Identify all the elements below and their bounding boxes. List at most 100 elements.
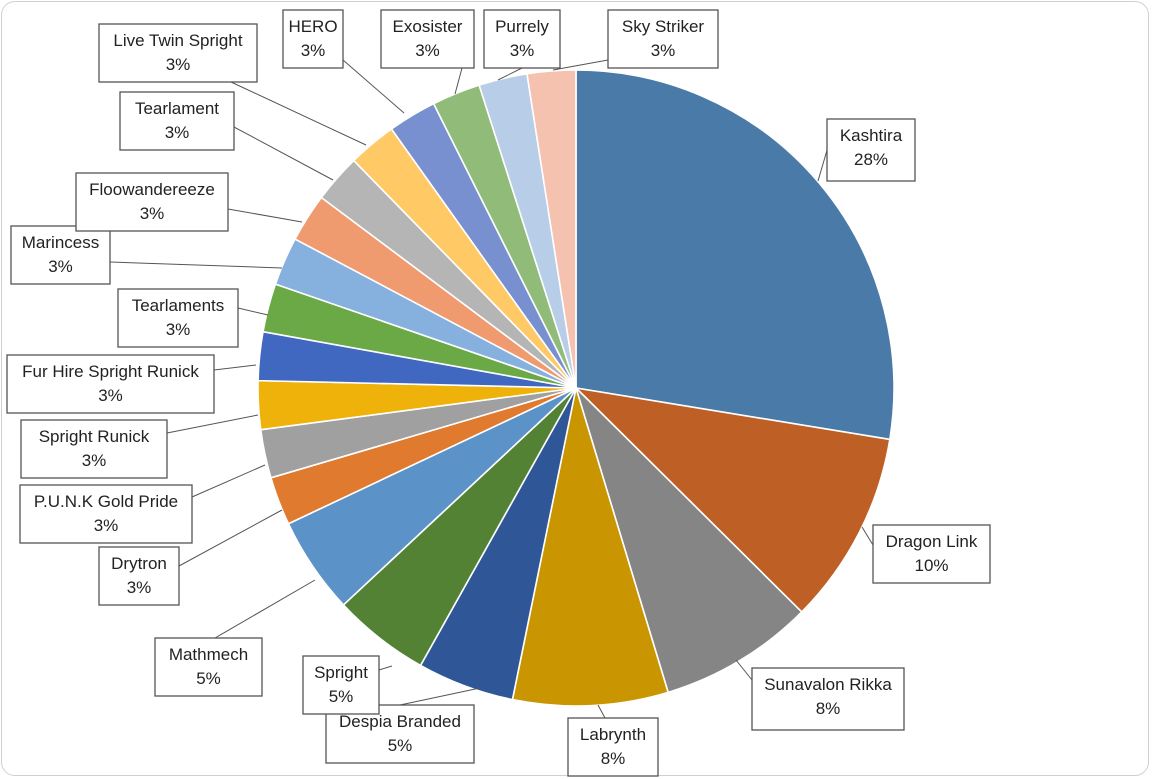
pie-slice-kashtira	[575, 69, 895, 441]
data-label-value: 3%	[415, 41, 440, 60]
data-label: Purrely 3%	[483, 9, 561, 69]
data-label-value: 3%	[98, 386, 123, 405]
data-label: Floowandereeze 3%	[75, 172, 229, 232]
data-label-value: 28%	[854, 150, 888, 169]
data-label-box	[567, 717, 659, 777]
leader-line	[109, 261, 283, 269]
data-label-name: Spright	[314, 663, 368, 682]
data-label-value: 8%	[816, 699, 841, 718]
data-label-value: 5%	[329, 687, 354, 706]
leader-line	[342, 59, 405, 114]
data-label: Spright 5%	[302, 655, 380, 715]
leader-lines	[109, 59, 874, 719]
leader-line	[191, 464, 266, 498]
data-label: Tearlament 3%	[119, 91, 235, 151]
data-label-name: Live Twin Spright	[113, 31, 242, 50]
data-label-value: 3%	[127, 578, 152, 597]
data-label: Sky Striker 3%	[607, 9, 719, 69]
data-label-name: Purrely	[495, 17, 549, 36]
data-label: Kashtira 28%	[826, 118, 916, 182]
leader-line	[233, 126, 334, 181]
data-label-box	[20, 419, 168, 479]
data-label-box	[325, 704, 475, 764]
leader-line	[399, 687, 481, 706]
data-label-value: 3%	[166, 55, 191, 74]
data-label-box	[872, 524, 991, 584]
data-label: Dragon Link 10%	[872, 524, 991, 584]
data-label-value: 5%	[388, 736, 413, 755]
data-label-box	[10, 225, 111, 285]
pie-slice-sky-striker	[526, 69, 577, 389]
leader-line	[213, 364, 257, 371]
data-label-name: Kashtira	[840, 126, 903, 145]
data-label-value: 3%	[510, 41, 535, 60]
data-label-box	[98, 546, 180, 606]
data-label-value: 3%	[651, 41, 676, 60]
leader-line	[597, 704, 606, 719]
leader-line	[166, 414, 259, 434]
data-label-box	[751, 667, 905, 731]
data-label-value: 3%	[301, 41, 326, 60]
leader-line	[178, 509, 283, 567]
data-label-value: 3%	[165, 123, 190, 142]
data-label-value: 3%	[48, 257, 73, 276]
data-label: Despia Branded 5%	[325, 704, 475, 764]
leader-line	[230, 81, 367, 146]
data-label-box	[6, 354, 215, 414]
data-label: HERO 3%	[282, 9, 344, 69]
data-label-name: Spright Runick	[39, 427, 150, 446]
pie-slice-labrynth	[511, 387, 670, 707]
data-label-name: Marincess	[22, 233, 99, 252]
data-label-box	[607, 9, 719, 69]
data-label: Marincess 3%	[10, 225, 111, 285]
data-label: Labrynth 8%	[567, 717, 659, 777]
data-label-value: 8%	[601, 749, 626, 768]
data-label: Fur Hire Spright Runick 3%	[6, 354, 215, 414]
leader-line	[497, 67, 523, 81]
data-label-box	[302, 655, 380, 715]
pie-slice-sunavalon-rikka	[575, 387, 803, 694]
leader-line	[214, 579, 316, 639]
data-label-value: 3%	[140, 204, 165, 223]
data-label-name: Mathmech	[169, 645, 248, 664]
data-label-name: HERO	[288, 17, 337, 36]
data-label-value: 10%	[914, 556, 948, 575]
data-label-box	[826, 118, 916, 182]
leader-line	[227, 208, 303, 223]
data-label-name: Dragon Link	[886, 532, 978, 551]
data-label-name: Sunavalon Rikka	[764, 675, 892, 694]
data-label-name: Drytron	[111, 554, 167, 573]
data-label-box	[154, 637, 263, 697]
data-labels: Kashtira 28% Dragon Link 10% Sunavalon Rikka…	[6, 9, 991, 777]
data-label: Drytron 3%	[98, 546, 180, 606]
data-label-name: Fur Hire Spright Runick	[22, 362, 199, 381]
data-label: Mathmech 5%	[154, 637, 263, 697]
data-label-box	[117, 288, 239, 348]
data-label: Sunavalon Rikka 8%	[751, 667, 905, 731]
data-label: Live Twin Spright 3%	[98, 23, 258, 83]
data-label: P.U.N.K Gold Pride 3%	[19, 484, 193, 544]
data-label-name: Floowandereeze	[89, 180, 215, 199]
data-label-box	[483, 9, 561, 69]
data-label-name: Sky Striker	[622, 17, 705, 36]
data-label: Tearlaments 3%	[117, 288, 239, 348]
data-label-name: Tearlament	[135, 99, 219, 118]
data-label-box	[282, 9, 344, 69]
data-label-value: 3%	[94, 516, 119, 535]
leader-line	[237, 307, 269, 316]
data-label-box	[119, 91, 235, 151]
pie-slices	[257, 69, 895, 707]
data-label-box	[75, 172, 229, 232]
data-label-name: P.U.N.K Gold Pride	[34, 492, 178, 511]
data-label: Spright Runick 3%	[20, 419, 168, 479]
data-label: Exosister 3%	[380, 9, 475, 69]
data-label-name: Labrynth	[580, 725, 646, 744]
data-label-name: Tearlaments	[132, 296, 225, 315]
leader-line	[861, 526, 874, 546]
data-label-value: 3%	[82, 451, 107, 470]
data-label-value: 3%	[166, 320, 191, 339]
data-label-box	[98, 23, 258, 83]
data-label-value: 5%	[196, 669, 221, 688]
leader-line	[552, 59, 609, 71]
